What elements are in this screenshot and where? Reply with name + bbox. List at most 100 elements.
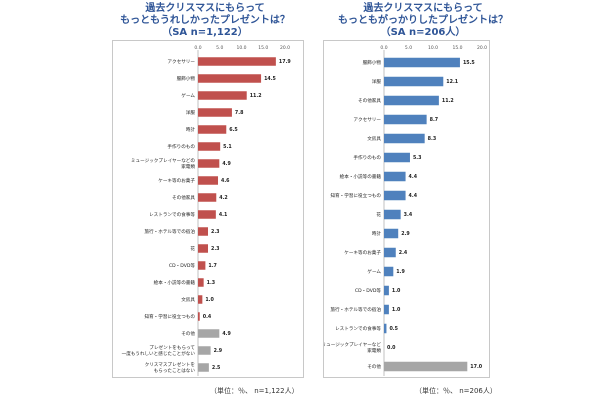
chart2-category-label: ミュージックプレイヤーなど家電類 xyxy=(324,341,381,354)
chart1-value-label: 1.7 xyxy=(208,263,217,269)
chart1-value-label: 2.5 xyxy=(212,365,221,371)
chart1-bar xyxy=(198,210,216,219)
chart1-bar xyxy=(198,295,203,304)
chart2-category-label: 知育・学習に役立つもの xyxy=(330,192,381,199)
chart2-value-label: 2.9 xyxy=(401,231,410,237)
chart2-bar xyxy=(384,304,389,315)
chart2-category-label: 洋服 xyxy=(372,78,382,85)
chart2-bar xyxy=(384,76,444,87)
chart1-category-label: 知育・学習に役立つもの xyxy=(144,313,195,320)
chart1-panel: 0.0 5.0 10.0 15.0 20.0 アクセサリー 17.9 服飾小物 14.5 ゲーム 1… xyxy=(112,40,304,378)
chart1-value-label: 2.9 xyxy=(214,348,223,354)
chart1-value-label: 4.9 xyxy=(222,331,231,337)
chart2-category-label: 時計 xyxy=(372,230,382,237)
chart1-x-tick-label: 15.0 xyxy=(258,45,268,51)
chart2-subtitle: （SA n=206人） xyxy=(380,27,466,38)
chart2-bar xyxy=(384,133,425,144)
chart1-title-line1: 過去クリスマスにもらって xyxy=(145,3,265,14)
chart1-category-label: その他家具 xyxy=(172,194,195,201)
chart2-bar xyxy=(384,247,396,258)
chart2-value-label: 17.0 xyxy=(470,364,482,370)
chart1-value-label: 7.8 xyxy=(235,110,244,116)
chart2-bar xyxy=(384,285,389,296)
chart1-category-label: 花 xyxy=(190,245,195,252)
chart1-value-label: 11.2 xyxy=(250,93,262,99)
chart1-value-label: 4.1 xyxy=(219,212,228,218)
chart1-bar xyxy=(198,329,220,338)
chart1-bar xyxy=(198,159,220,168)
chart1-x-tick-label: 10.0 xyxy=(236,45,246,51)
chart2-value-label: 3.4 xyxy=(404,212,413,218)
chart2-x-tick-label: 0.0 xyxy=(380,45,387,51)
chart2-bar xyxy=(384,57,460,68)
chart2-value-label: 0.0 xyxy=(387,345,396,351)
chart1-value-label: 4.6 xyxy=(221,178,230,184)
chart1-bar xyxy=(198,312,200,321)
chart2-value-label: 8.7 xyxy=(430,117,439,123)
chart2-value-label: 1.0 xyxy=(392,307,401,313)
chart1-bar xyxy=(198,227,209,236)
chart2-category-label: ケーキ等のお菓子 xyxy=(344,249,381,256)
chart1-category-label: クリスマスプレゼントをもらったことはない xyxy=(145,361,196,374)
chart1-category-label: ゲーム xyxy=(181,92,195,99)
chart1-bar xyxy=(198,278,204,287)
chart1-title: 過去クリスマスにもらって もっともうれしかったプレゼントは？ （SA n=1,1… xyxy=(100,3,310,39)
chart2-category-label: その他 xyxy=(367,363,381,370)
chart1-value-label: 4.9 xyxy=(222,161,231,167)
chart1-category-label: 旅行・ホテル等での宿泊 xyxy=(144,228,195,235)
chart1-x-tick-label: 20.0 xyxy=(280,45,290,51)
chart2-title-line2: もっともがっかりしたプレゼントは？ xyxy=(338,15,508,26)
chart2-bar xyxy=(384,228,399,239)
chart2-category-label: 服飾小物 xyxy=(363,59,382,66)
chart1-value-label: 2.3 xyxy=(211,246,220,252)
chart1-value-label: 1.0 xyxy=(205,297,214,303)
chart1-x-tick-label: 0.0 xyxy=(194,45,201,51)
chart2-value-label: 4.4 xyxy=(409,193,418,199)
chart2-category-label: CD・DVD等 xyxy=(355,287,381,294)
chart2-bar xyxy=(384,152,410,163)
chart1-category-label: 時計 xyxy=(186,126,196,133)
chart1-category-label: アクセサリー xyxy=(167,59,195,65)
chart1-value-label: 6.5 xyxy=(229,127,238,133)
chart2-value-label: 0.5 xyxy=(389,326,398,332)
chart1-value-label: 5.1 xyxy=(223,144,232,150)
chart2-category-label: ゲーム xyxy=(367,268,381,275)
chart1-category-label: 文房具 xyxy=(181,296,195,303)
chart2-x-tick-label: 20.0 xyxy=(477,45,487,51)
chart1-bar xyxy=(198,125,227,134)
chart1-bar xyxy=(198,261,206,270)
chart2-bar xyxy=(384,190,406,201)
chart1-bar xyxy=(198,346,211,355)
chart1-value-label: 0.4 xyxy=(203,314,212,320)
chart1-value-label: 4.2 xyxy=(219,195,228,201)
chart1-title-line2: もっともうれしかったプレゼントは？ xyxy=(120,15,290,26)
chart2-bar xyxy=(384,95,439,106)
chart2-bar xyxy=(384,361,468,372)
chart2-x-tick-label: 10.0 xyxy=(428,45,438,51)
chart2-plot: 0.0 5.0 10.0 15.0 20.0 服飾小物 15.5 洋服 12.1 その他家具 11.… xyxy=(322,45,487,376)
chart2-category-label: アクセサリー xyxy=(353,117,381,123)
chart2-category-label: その他家具 xyxy=(358,97,381,104)
chart1-category-label: CD・DVD等 xyxy=(169,262,195,269)
chart1-category-label: プレゼントをもらって一度もうれしいと感じたことがない xyxy=(122,344,196,357)
chart1-x-tick-label: 5.0 xyxy=(216,45,223,51)
chart2-bar xyxy=(384,323,387,334)
chart2-value-label: 4.4 xyxy=(409,174,418,180)
chart2-x-tick-label: 15.0 xyxy=(452,45,462,51)
chart1-bar xyxy=(198,108,232,117)
chart2-title-line1: 過去クリスマスにもらって xyxy=(363,3,483,14)
chart2-category-label: レストランでの食事等 xyxy=(335,325,381,332)
chart2-category-label: 絵本・小説等の書籍 xyxy=(340,173,382,180)
chart2-value-label: 5.3 xyxy=(413,155,422,161)
chart1-bar xyxy=(198,74,262,83)
chart2-bar xyxy=(384,266,394,277)
chart1-category-label: その他 xyxy=(181,330,195,337)
chart1-bar xyxy=(198,57,276,66)
chart1-value-label: 14.5 xyxy=(264,76,276,82)
chart2-value-label: 11.2 xyxy=(442,98,454,104)
chart1-category-label: 洋服 xyxy=(186,109,196,116)
chart2-category-label: 旅行・ホテル等での宿泊 xyxy=(330,306,381,313)
chart1-category-label: レストランでの食事等 xyxy=(149,211,195,218)
chart1-bar xyxy=(198,363,209,372)
chart2-x-tick-label: 5.0 xyxy=(405,45,412,51)
